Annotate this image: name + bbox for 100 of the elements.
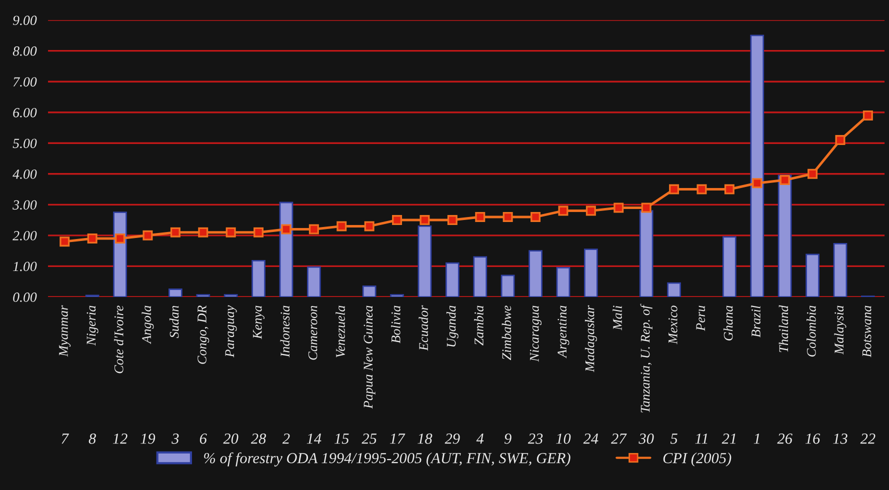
text: 15: [334, 434, 349, 444]
text: 22: [860, 434, 876, 444]
x-tick-label: Malaysia: [834, 306, 846, 355]
x-tick-label: Uganda: [446, 306, 458, 347]
text: 28: [250, 434, 266, 444]
bar: [500, 274, 515, 297]
y-tick-label: 4.00: [12, 169, 37, 179]
point: [862, 110, 873, 120]
bar: [390, 294, 404, 297]
point: [752, 178, 762, 188]
text: 3: [172, 434, 179, 444]
point: [60, 236, 70, 247]
x-tick-label: Venezuela: [336, 306, 345, 358]
bar: [224, 294, 238, 297]
x-tick-label: Argentina: [558, 306, 570, 358]
point: [115, 233, 126, 244]
point: [226, 227, 236, 238]
point: [502, 212, 513, 222]
x-tick-label: Cameroon: [308, 306, 318, 360]
bar: [639, 210, 654, 297]
bar: [556, 267, 570, 297]
text: 30: [638, 434, 654, 444]
bar: [722, 236, 736, 297]
point: [87, 233, 98, 244]
y-tick-label: 2.00: [12, 231, 37, 240]
x-tick-label: Angola: [142, 306, 154, 344]
x-tick-label: Papua New Guinea: [364, 306, 376, 409]
point: [558, 206, 568, 216]
text: 7: [62, 434, 69, 444]
point: [641, 202, 652, 213]
text: 26: [777, 434, 792, 444]
x-tick-label: Botswana: [862, 306, 872, 358]
point: [198, 227, 208, 238]
text: 4: [476, 434, 484, 444]
text: 21: [722, 434, 736, 444]
x-tick-label: Colombia: [806, 306, 816, 357]
bar: [584, 248, 598, 297]
point: [364, 221, 374, 232]
text: 11: [695, 434, 708, 444]
text: 19: [140, 434, 156, 444]
x-tick-label: Madagaskar: [584, 305, 597, 372]
point: [392, 215, 402, 226]
text: 8: [88, 434, 96, 444]
bar: [168, 288, 182, 297]
point: [669, 184, 680, 194]
text: 18: [418, 434, 432, 444]
bar: [833, 243, 848, 297]
text: 1: [754, 434, 760, 444]
bar: [750, 34, 764, 297]
y-tick-label: 1.00: [13, 262, 37, 272]
x-tick-label: Zimbabwe: [502, 306, 512, 360]
point: [724, 184, 734, 194]
bar: [528, 250, 542, 297]
x-tick-label: Mali: [612, 306, 622, 330]
text: 27: [611, 434, 627, 444]
point: [586, 206, 596, 216]
bar: [473, 256, 488, 297]
x-tick-label: Thailand: [778, 305, 788, 352]
point: [475, 212, 486, 222]
x-tick-label: Kenya: [253, 306, 265, 340]
bar: [667, 282, 681, 297]
y-tick-label: 7.00: [13, 77, 37, 87]
point: [254, 227, 264, 238]
text: 12: [112, 434, 128, 444]
y-tick-label: 0.00: [13, 292, 37, 302]
x-tick-label: Nigeria: [86, 306, 98, 346]
x-tick-label: Sudan: [169, 306, 179, 338]
bar: [418, 225, 432, 297]
x-tick-label: Cote d'Ivoire: [114, 306, 124, 374]
point: [780, 175, 790, 186]
bar: [196, 294, 210, 297]
text: 24: [583, 434, 598, 444]
point: [614, 202, 624, 213]
point: [336, 221, 347, 232]
point: [142, 230, 153, 240]
legend-label: CPI (2005): [663, 452, 732, 466]
x-tick-label: Peru: [696, 306, 706, 331]
x-tick-label: Zambia: [474, 306, 484, 346]
x-tick-label: Ecuador: [418, 305, 428, 351]
bar: [362, 285, 376, 297]
point: [447, 215, 458, 226]
bar: [307, 266, 321, 297]
bar: [806, 254, 820, 297]
text: 23: [528, 434, 543, 444]
point: [530, 212, 541, 222]
text: 13: [833, 434, 848, 444]
bar: [778, 174, 792, 297]
y-tick-label: 8.00: [12, 46, 37, 56]
x-tick-label: Brazil: [751, 306, 760, 338]
text: 9: [504, 434, 512, 444]
bar: [446, 262, 460, 297]
x-tick-label: Indonesia: [280, 306, 290, 358]
y-tick-label: 6.00: [13, 108, 37, 118]
text: 20: [223, 434, 238, 444]
text: 14: [306, 434, 322, 444]
y-tick-label: 3.00: [12, 200, 37, 210]
x-tick-label: Tanzania, U. Rep. of: [640, 304, 652, 412]
x-tick-label: Ghana: [723, 306, 733, 340]
point: [420, 215, 430, 226]
bar: [252, 260, 266, 297]
